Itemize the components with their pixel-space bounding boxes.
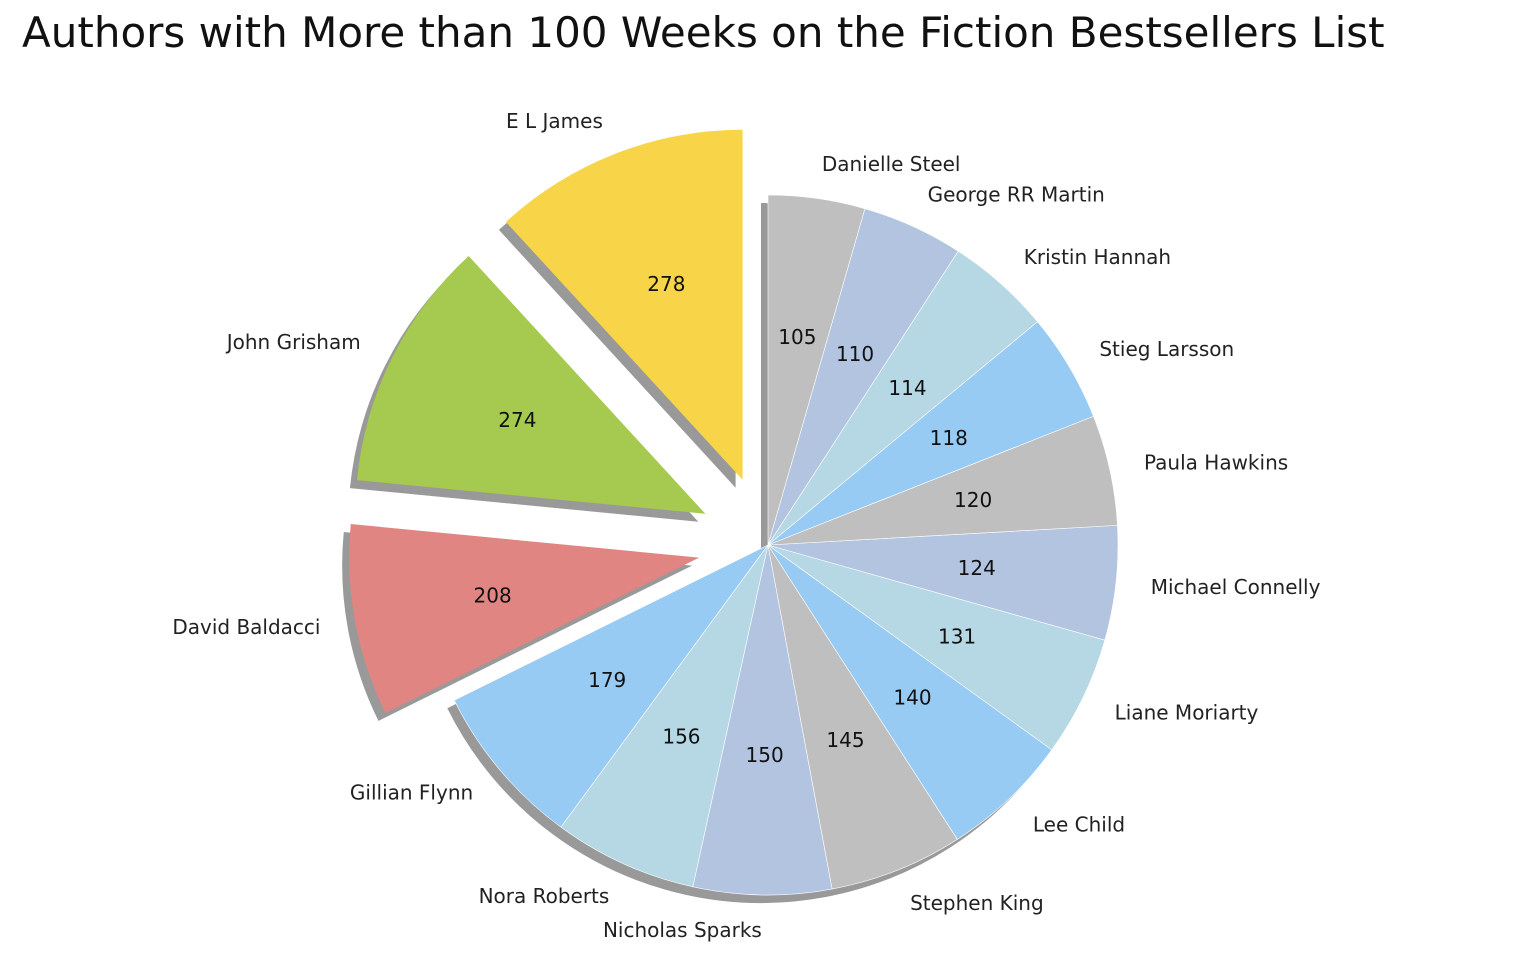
value-label-gillian-flynn: 179 — [588, 668, 626, 692]
slice-label-liane-moriarty: Liane Moriarty — [1115, 701, 1259, 725]
value-label-david-baldacci: 208 — [474, 584, 512, 608]
slice-label-stephen-king: Stephen King — [910, 891, 1044, 915]
pie-slice-e-l-james — [505, 129, 743, 480]
value-label-george-rr-martin: 110 — [836, 342, 874, 366]
slice-label-nicholas-sparks: Nicholas Sparks — [603, 918, 762, 942]
value-label-nora-roberts: 156 — [662, 724, 700, 748]
value-label-nicholas-sparks: 150 — [746, 743, 784, 767]
slice-label-john-grisham: John Grisham — [225, 330, 361, 354]
slice-label-e-l-james: E L James — [506, 109, 603, 133]
value-label-john-grisham: 274 — [498, 408, 536, 432]
slice-label-michael-connelly: Michael Connelly — [1151, 575, 1321, 599]
value-label-e-l-james: 278 — [647, 272, 685, 296]
slice-label-david-baldacci: David Baldacci — [172, 615, 320, 639]
pie-slice-nicholas-sparks — [692, 544, 833, 896]
value-label-liane-moriarty: 131 — [938, 624, 976, 648]
slice-label-lee-child: Lee Child — [1033, 812, 1125, 836]
value-label-stephen-king: 145 — [826, 728, 864, 752]
pie-slice-gillian-flynn — [453, 544, 769, 828]
value-label-paula-hawkins: 120 — [954, 488, 992, 512]
pie-slice-david-baldacci — [349, 524, 700, 713]
slice-label-danielle-steel: Danielle Steel — [822, 152, 961, 176]
slice-label-stieg-larsson: Stieg Larsson — [1099, 337, 1234, 361]
value-label-kristin-hannah: 114 — [888, 376, 926, 400]
pie-slice-stephen-king — [767, 544, 958, 890]
slice-label-paula-hawkins: Paula Hawkins — [1144, 450, 1288, 474]
value-label-stieg-larsson: 118 — [930, 426, 968, 450]
value-label-michael-connelly: 124 — [958, 556, 996, 580]
pie-labels: 278 E L James 274 John Grisham 208 David Bald… — [172, 109, 1320, 942]
pie-slice-lee-child — [767, 544, 1053, 840]
slice-label-george-rr-martin: George RR Martin — [928, 183, 1105, 207]
pie-slices — [349, 129, 1119, 896]
pie-slice-nora-roberts — [560, 544, 769, 888]
pie-slice-john-grisham — [356, 255, 706, 514]
slice-label-nora-roberts: Nora Roberts — [479, 884, 610, 908]
chart-title: Authors with More than 100 Weeks on the … — [22, 8, 1385, 57]
slice-label-kristin-hannah: Kristin Hannah — [1024, 245, 1171, 269]
value-label-lee-child: 140 — [893, 685, 931, 709]
pie-slice-danielle-steel — [767, 194, 866, 546]
value-label-danielle-steel: 105 — [778, 325, 816, 349]
slice-label-gillian-flynn: Gillian Flynn — [350, 781, 473, 805]
